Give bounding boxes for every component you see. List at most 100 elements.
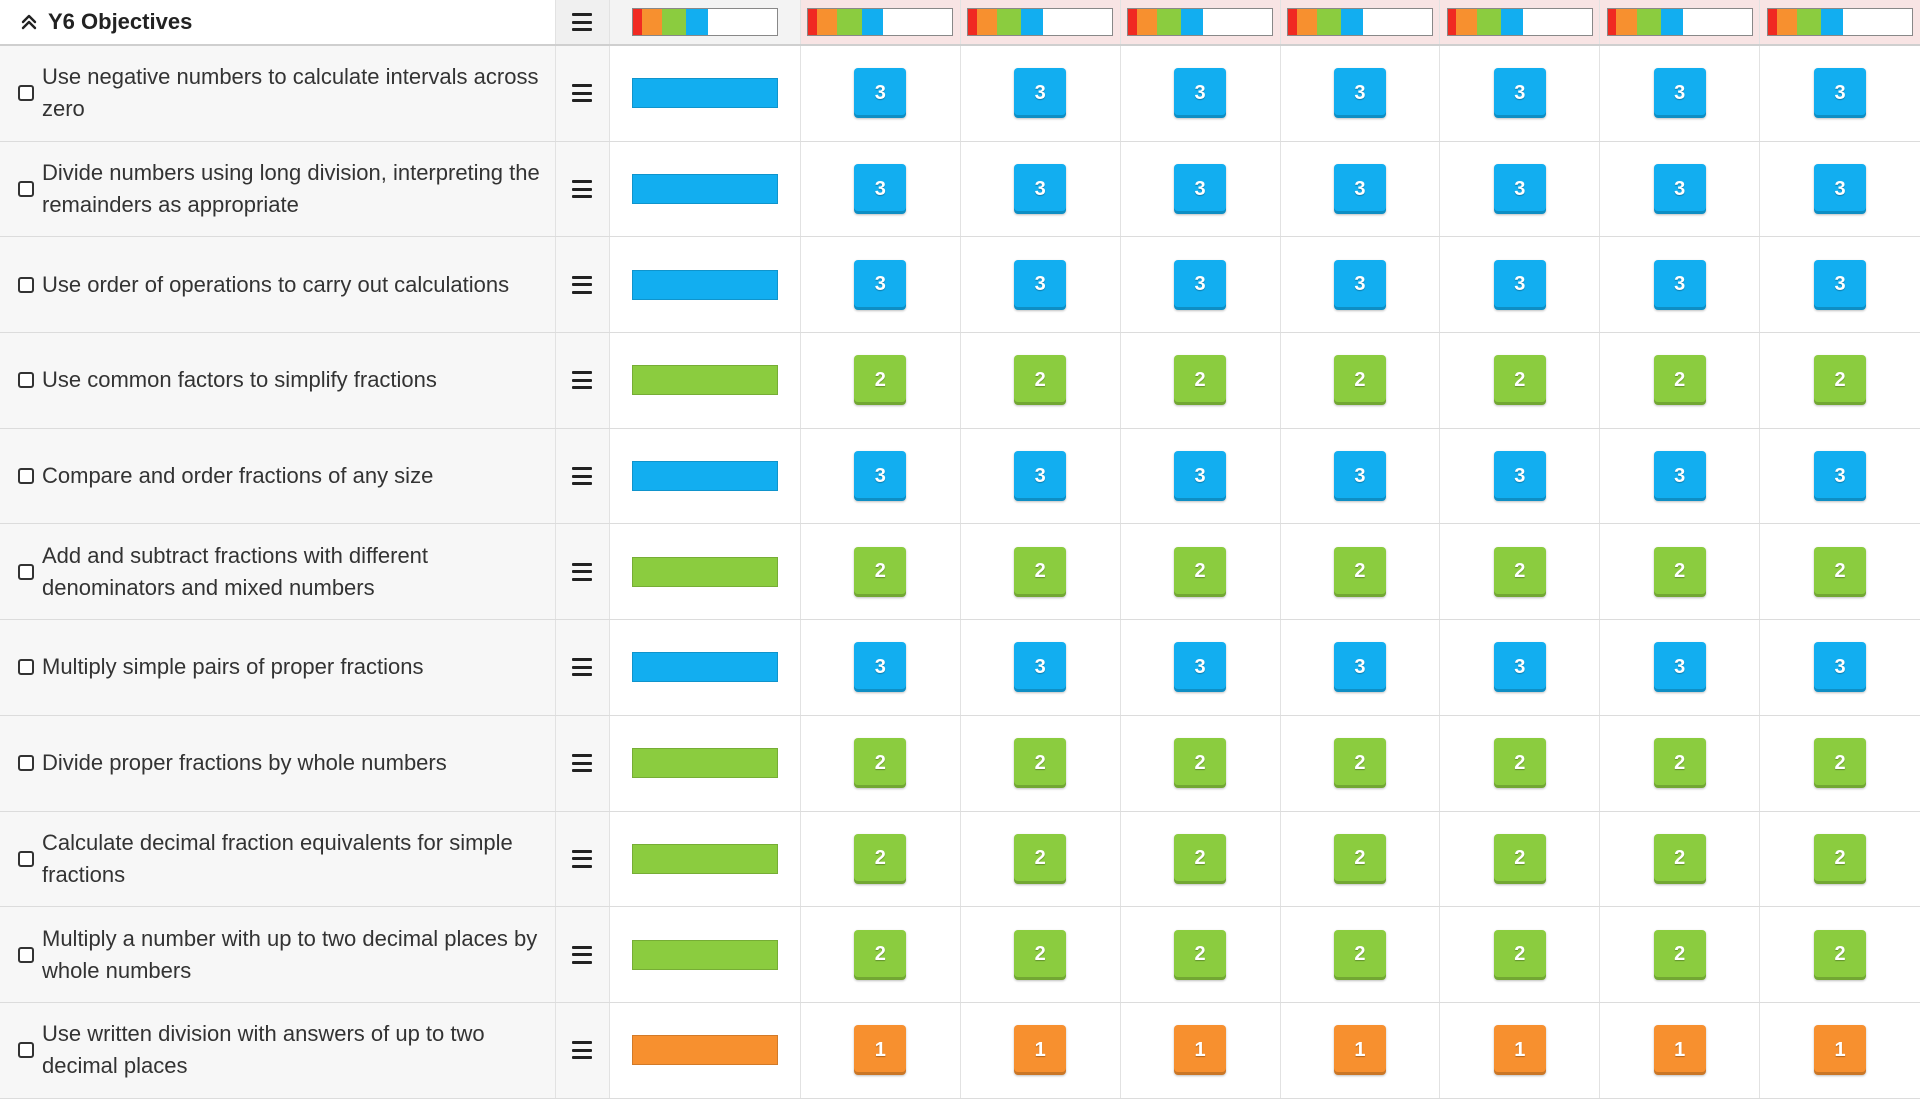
objective-checkbox[interactable]: [18, 850, 34, 867]
hamburger-menu-icon[interactable]: [572, 371, 593, 390]
level-badge[interactable]: 3: [1493, 451, 1546, 502]
level-badge[interactable]: 3: [1493, 642, 1546, 693]
objective-checkbox[interactable]: [18, 659, 34, 676]
level-badge[interactable]: 2: [854, 546, 907, 597]
level-badge[interactable]: 3: [1493, 259, 1546, 310]
level-badge[interactable]: 3: [1653, 642, 1706, 693]
level-badge[interactable]: 2: [854, 355, 907, 406]
level-badge[interactable]: 2: [1014, 833, 1067, 884]
level-badge[interactable]: 3: [854, 68, 907, 119]
summary-bar[interactable]: [631, 748, 778, 779]
level-badge[interactable]: 3: [1014, 642, 1067, 693]
level-badge[interactable]: 2: [854, 738, 907, 789]
objective-checkbox[interactable]: [18, 85, 34, 102]
level-badge[interactable]: 3: [1333, 451, 1386, 502]
level-badge[interactable]: 2: [1493, 738, 1546, 789]
objective-checkbox[interactable]: [18, 468, 34, 485]
hamburger-menu-icon[interactable]: [572, 945, 593, 964]
level-badge[interactable]: 2: [1174, 355, 1227, 406]
hamburger-menu-icon[interactable]: [572, 1041, 593, 1060]
level-badge[interactable]: 2: [1493, 355, 1546, 406]
level-badge[interactable]: 1: [1174, 1025, 1227, 1076]
level-badge[interactable]: 3: [1174, 164, 1227, 215]
level-badge[interactable]: 3: [1493, 68, 1546, 119]
level-badge[interactable]: 2: [1493, 833, 1546, 884]
level-badge[interactable]: 3: [1333, 68, 1386, 119]
level-badge[interactable]: 3: [1014, 259, 1067, 310]
level-badge[interactable]: 1: [1653, 1025, 1706, 1076]
level-badge[interactable]: 2: [1653, 546, 1706, 597]
summary-bar[interactable]: [631, 78, 778, 109]
hamburger-menu-icon[interactable]: [572, 275, 593, 294]
level-badge[interactable]: 3: [1333, 259, 1386, 310]
level-badge[interactable]: 2: [1814, 546, 1867, 597]
level-badge[interactable]: 2: [1653, 738, 1706, 789]
level-badge[interactable]: 2: [1493, 546, 1546, 597]
pupil-distribution-bar[interactable]: [967, 8, 1114, 36]
level-badge[interactable]: 1: [1014, 1025, 1067, 1076]
hamburger-menu-icon[interactable]: [572, 849, 593, 868]
level-badge[interactable]: 2: [1014, 546, 1067, 597]
objective-checkbox[interactable]: [18, 563, 34, 580]
hamburger-menu-icon[interactable]: [572, 467, 593, 486]
distribution-bar[interactable]: [631, 8, 778, 36]
level-badge[interactable]: 3: [854, 642, 907, 693]
level-badge[interactable]: 2: [1174, 546, 1227, 597]
level-badge[interactable]: 3: [1014, 68, 1067, 119]
level-badge[interactable]: 2: [1493, 929, 1546, 980]
level-badge[interactable]: 3: [1333, 642, 1386, 693]
level-badge[interactable]: 1: [1333, 1025, 1386, 1076]
summary-bar[interactable]: [631, 1035, 778, 1066]
level-badge[interactable]: 1: [1493, 1025, 1546, 1076]
level-badge[interactable]: 2: [1174, 929, 1227, 980]
level-badge[interactable]: 2: [1653, 833, 1706, 884]
level-badge[interactable]: 3: [1174, 451, 1227, 502]
level-badge[interactable]: 2: [1014, 929, 1067, 980]
objective-checkbox[interactable]: [18, 755, 34, 772]
objective-checkbox[interactable]: [18, 372, 34, 389]
hamburger-menu-icon[interactable]: [572, 562, 593, 581]
objective-checkbox[interactable]: [18, 1042, 34, 1059]
summary-bar[interactable]: [631, 939, 778, 970]
level-badge[interactable]: 3: [1014, 451, 1067, 502]
level-badge[interactable]: 2: [1014, 738, 1067, 789]
level-badge[interactable]: 3: [1814, 164, 1867, 215]
summary-bar[interactable]: [631, 461, 778, 492]
level-badge[interactable]: 1: [1814, 1025, 1867, 1076]
level-badge[interactable]: 2: [1333, 355, 1386, 406]
hamburger-menu-icon[interactable]: [572, 754, 593, 773]
hamburger-menu-icon[interactable]: [572, 13, 593, 31]
level-badge[interactable]: 3: [854, 259, 907, 310]
summary-bar[interactable]: [631, 843, 778, 874]
objective-checkbox[interactable]: [18, 276, 34, 293]
pupil-distribution-bar[interactable]: [807, 8, 954, 36]
summary-bar[interactable]: [631, 556, 778, 587]
objective-checkbox[interactable]: [18, 181, 34, 198]
level-badge[interactable]: 2: [1814, 833, 1867, 884]
level-badge[interactable]: 3: [1814, 642, 1867, 693]
level-badge[interactable]: 3: [1174, 68, 1227, 119]
level-badge[interactable]: 3: [1174, 642, 1227, 693]
level-badge[interactable]: 2: [1653, 929, 1706, 980]
level-badge[interactable]: 2: [1333, 738, 1386, 789]
level-badge[interactable]: 3: [1653, 68, 1706, 119]
level-badge[interactable]: 2: [1814, 355, 1867, 406]
level-badge[interactable]: 2: [1014, 355, 1067, 406]
objective-checkbox[interactable]: [18, 946, 34, 963]
level-badge[interactable]: 3: [1653, 451, 1706, 502]
level-badge[interactable]: 3: [1014, 164, 1067, 215]
level-badge[interactable]: 2: [1333, 833, 1386, 884]
chevron-up-icon[interactable]: [18, 11, 40, 33]
level-badge[interactable]: 3: [1814, 68, 1867, 119]
summary-bar[interactable]: [631, 652, 778, 683]
level-badge[interactable]: 2: [1814, 929, 1867, 980]
pupil-distribution-bar[interactable]: [1606, 8, 1753, 36]
level-badge[interactable]: 3: [1814, 451, 1867, 502]
level-badge[interactable]: 2: [1814, 738, 1867, 789]
level-badge[interactable]: 2: [1333, 546, 1386, 597]
level-badge[interactable]: 2: [1333, 929, 1386, 980]
hamburger-menu-icon[interactable]: [572, 180, 593, 199]
hamburger-menu-icon[interactable]: [572, 84, 593, 103]
level-badge[interactable]: 3: [1493, 164, 1546, 215]
summary-bar[interactable]: [631, 365, 778, 396]
